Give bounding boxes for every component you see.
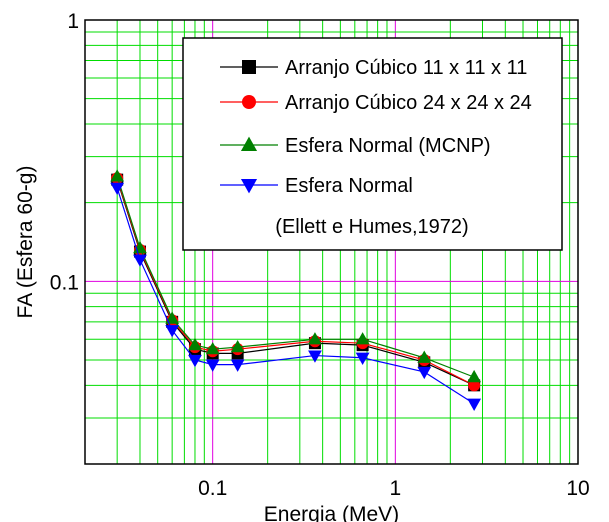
series-line — [116, 178, 475, 386]
legend-marker — [240, 136, 258, 151]
legend-marker — [242, 95, 256, 109]
legend-note: (Ellett e Humes,1972) — [275, 216, 468, 238]
legend: Arranjo Cúbico 11 x 11 x 11 Arranjo Cúbic… — [182, 37, 563, 251]
legend-item-1: Arranjo Cúbico 11 x 11 x 11 — [220, 57, 527, 79]
legend-item-4: Esfera Normal — [220, 175, 413, 197]
data-point — [230, 359, 245, 372]
series-line — [116, 179, 475, 386]
data-point — [417, 366, 432, 380]
series-line — [116, 187, 475, 405]
data-point — [110, 169, 125, 182]
series-layer — [110, 169, 482, 411]
x-tick-label: 10 — [566, 477, 589, 500]
data-point — [165, 311, 180, 324]
legend-marker — [240, 179, 258, 194]
x-axis-title: Energia (MeV) — [264, 503, 399, 522]
y-tick-label: 0.1 — [50, 271, 79, 294]
series-line — [116, 176, 475, 378]
legend-label: Arranjo Cúbico 11 x 11 x 11 — [285, 57, 527, 79]
x-tick-label: 1 — [389, 477, 401, 500]
series-4 — [110, 182, 482, 411]
data-point — [133, 254, 147, 267]
legend-label: Esfera Normal (MCNP) — [285, 135, 491, 157]
data-point — [165, 325, 180, 338]
y-axis-title: FA (Esfera 60-g) — [14, 166, 37, 319]
data-point — [417, 350, 432, 363]
series-3 — [110, 169, 482, 383]
data-point — [110, 182, 125, 195]
x-tick-label: 0.1 — [198, 477, 227, 500]
legend-label: Arranjo Cúbico 24 x 24 x 24 — [285, 92, 532, 114]
plot-frame — [84, 19, 579, 465]
legend-label: Esfera Normal — [285, 175, 413, 197]
data-point — [467, 398, 482, 411]
legend-item-3: Esfera Normal (MCNP) — [220, 135, 491, 157]
data-point — [188, 337, 202, 351]
y-tick-label: 1 — [67, 10, 79, 33]
data-point — [467, 369, 482, 383]
data-point — [205, 359, 220, 372]
legend-marker — [242, 60, 256, 74]
tick-labels: 0.1 1 10 0.1 1 — [50, 10, 590, 500]
data-point — [308, 332, 322, 345]
data-point — [355, 352, 370, 365]
data-point — [308, 350, 322, 363]
data-point — [468, 379, 481, 392]
data-point — [188, 354, 202, 368]
data-point — [355, 332, 370, 345]
data-point — [205, 341, 220, 355]
legend-item-2: Arranjo Cúbico 24 x 24 x 24 — [220, 92, 532, 114]
data-point — [230, 339, 245, 353]
